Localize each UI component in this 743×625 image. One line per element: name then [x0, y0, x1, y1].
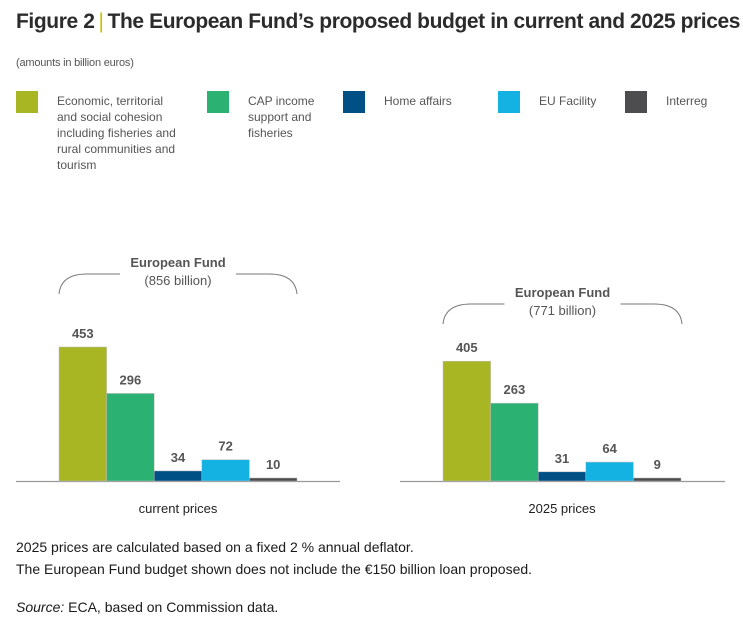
- legend-item: Interreg: [625, 91, 707, 113]
- legend-item: CAP income support and fisheries: [207, 91, 314, 141]
- data-label: 263: [504, 382, 526, 397]
- source-note: Source: ECA, based on Commission data.: [16, 599, 278, 615]
- bar-home-affairs: [153, 470, 203, 482]
- legend-label: CAP income support and fisheries: [248, 94, 315, 140]
- data-label: 64: [602, 441, 617, 456]
- data-label: 31: [555, 451, 569, 466]
- source-label: Source:: [16, 599, 65, 615]
- bar-interreg: [249, 477, 298, 482]
- data-label: 453: [72, 326, 94, 341]
- note-deflator: 2025 prices are calculated based on a fi…: [16, 539, 414, 555]
- data-label: 296: [120, 372, 142, 387]
- x-axis-label: current prices: [139, 501, 218, 516]
- legend-label: Home affairs: [384, 94, 452, 108]
- bar-eu-facility: [585, 461, 634, 482]
- title-separator: |: [98, 10, 104, 33]
- legend-label: Interreg: [666, 94, 708, 108]
- data-label: 405: [456, 340, 478, 355]
- bar-cohesion: [442, 360, 491, 482]
- group-title: European Fund: [515, 285, 610, 300]
- data-label: 9: [654, 457, 661, 472]
- subtitle: (amounts in billion euros): [16, 57, 134, 69]
- data-label: 10: [266, 457, 280, 472]
- bar-cap: [490, 402, 539, 482]
- note-loan: The European Fund budget shown does not …: [16, 561, 533, 577]
- legend-item: Economic, territorial and social cohesion…: [16, 91, 176, 173]
- x-axis-label: 2025 prices: [528, 501, 596, 516]
- bar-cap: [106, 393, 155, 482]
- source-text: ECA, based on Commission data.: [64, 599, 279, 615]
- title-text: The European Fund’s proposed budget in c…: [107, 10, 741, 33]
- bracket-right: [236, 273, 298, 295]
- legend-swatch: [207, 91, 229, 113]
- legend-swatch: [498, 91, 520, 113]
- legend-label: EU Facility: [539, 94, 597, 108]
- figure-label: Figure 2: [16, 10, 95, 33]
- bracket-left: [442, 303, 505, 325]
- bracket-left: [58, 273, 120, 295]
- group-title: European Fund: [130, 255, 225, 270]
- group-total: (771 billion): [529, 303, 596, 318]
- legend-swatch: [625, 91, 647, 113]
- data-label: 34: [171, 450, 186, 465]
- bar-interreg: [633, 477, 682, 482]
- legend-item: EU Facility: [498, 91, 596, 113]
- figure-title: Figure 2 | The European Fund’s proposed bu…: [16, 10, 740, 34]
- bar-home-affairs: [537, 471, 587, 482]
- legend-label: Economic, territorial and social cohesion…: [57, 94, 176, 172]
- group-total: (856 billion): [144, 273, 211, 288]
- data-label: 72: [218, 439, 232, 454]
- bracket-right: [620, 303, 683, 325]
- bar-eu-facility: [201, 459, 250, 482]
- legend-swatch: [16, 91, 38, 113]
- legend-item: Home affairs: [343, 91, 452, 113]
- bar-cohesion: [58, 346, 107, 482]
- legend-swatch: [343, 91, 365, 113]
